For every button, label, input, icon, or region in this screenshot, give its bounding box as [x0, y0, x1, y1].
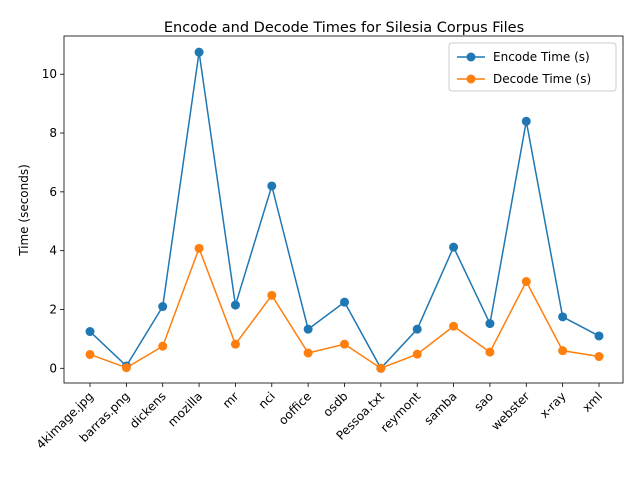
series-line	[89, 52, 600, 370]
x-tick-label: dickens	[127, 389, 169, 431]
y-axis-ticks: 0 2 4 6 8 10	[42, 67, 64, 375]
data-point	[267, 290, 277, 300]
data-point	[85, 349, 95, 359]
data-point	[449, 321, 459, 331]
x-tick-label: mr	[220, 389, 242, 411]
y-tick-label: 6	[49, 185, 57, 199]
data-point	[158, 302, 168, 312]
data-point	[230, 339, 240, 349]
data-point	[558, 346, 568, 356]
legend-swatch-marker	[466, 52, 476, 62]
data-point	[158, 341, 168, 351]
x-tick-label: nci	[256, 389, 278, 411]
data-point	[594, 352, 604, 362]
data-point	[485, 319, 495, 329]
data-point	[412, 349, 422, 359]
y-tick-label: 2	[49, 302, 57, 316]
data-point	[376, 363, 386, 373]
data-point	[340, 339, 349, 349]
x-tick-label: ooffice	[276, 389, 314, 427]
legend-label: Decode Time (s)	[493, 72, 591, 86]
y-axis-label: Time (seconds)	[17, 164, 31, 257]
x-tick-label: x-ray	[537, 389, 569, 421]
legend-box	[448, 42, 617, 92]
data-point	[558, 312, 568, 322]
data-point	[485, 347, 495, 357]
data-point	[594, 331, 604, 341]
data-point	[521, 116, 531, 126]
series-layer	[85, 47, 604, 373]
legend-label: Encode Time (s)	[493, 50, 590, 64]
plot-frame	[63, 35, 624, 384]
data-point	[267, 181, 277, 191]
x-tick-label: reymont	[378, 389, 424, 435]
data-point	[521, 277, 531, 287]
data-point	[194, 47, 204, 57]
x-tick-label: sao	[471, 389, 496, 414]
x-tick-label: mozilla	[165, 389, 205, 429]
data-point	[412, 324, 422, 334]
x-tick-label: osdb	[320, 389, 350, 419]
y-tick-label: 4	[49, 244, 57, 258]
legend: Encode Time (s) Decode Time (s)	[448, 42, 617, 92]
data-point	[194, 243, 204, 253]
x-tick-label: samba	[421, 389, 459, 427]
data-point	[303, 324, 313, 334]
data-point	[85, 327, 95, 337]
chart-title: Encode and Decode Times for Silesia Corp…	[164, 20, 524, 36]
x-tick-label: webster	[489, 389, 533, 433]
y-tick-label: 10	[42, 67, 57, 81]
x-tick-label: xml	[580, 389, 606, 415]
data-point	[230, 300, 240, 310]
y-tick-label: 8	[49, 126, 57, 140]
y-tick-label: 0	[49, 361, 57, 375]
data-point	[340, 297, 349, 307]
data-point	[303, 348, 313, 358]
data-point	[449, 242, 459, 252]
data-point	[121, 363, 131, 373]
legend-swatch-marker	[466, 74, 476, 84]
